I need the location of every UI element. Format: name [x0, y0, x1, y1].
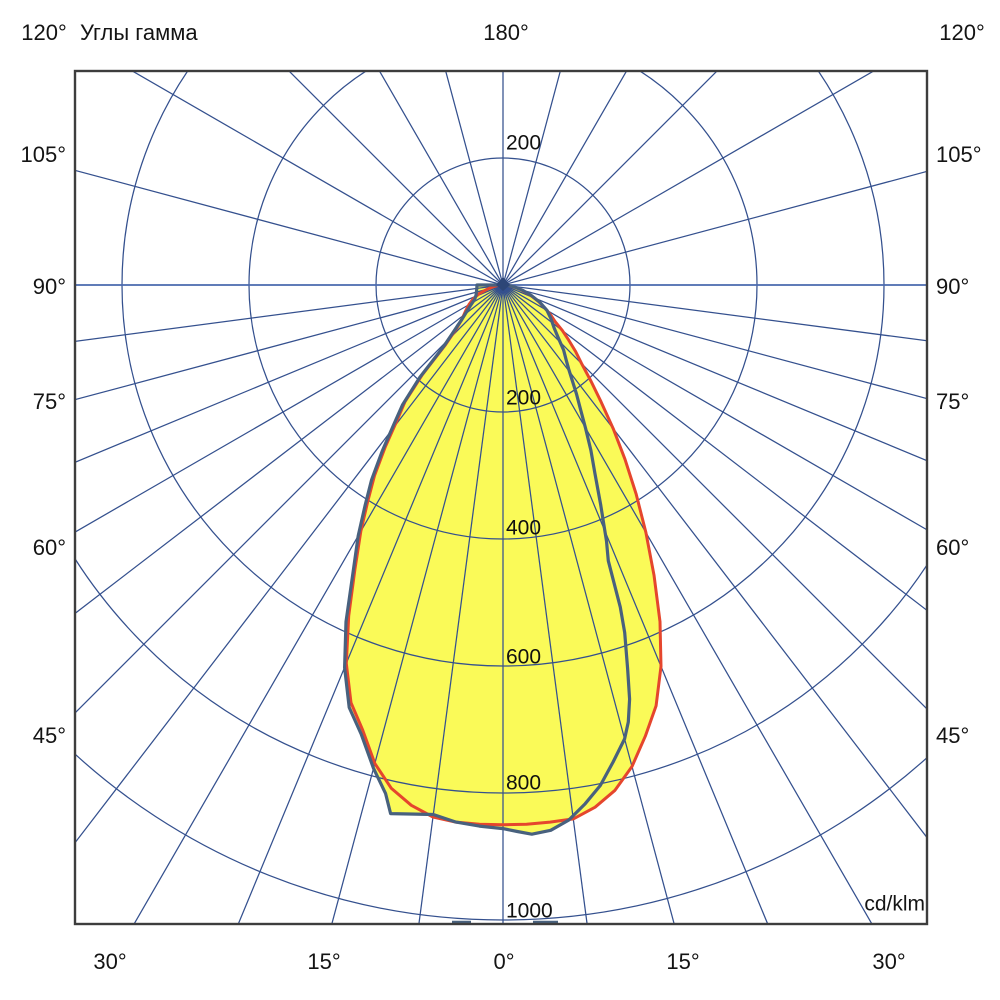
grid-radial-line	[502, 284, 927, 400]
grid-radial-line	[502, 284, 927, 462]
right-angle-label-105: 105°	[936, 142, 982, 167]
unit-label: cd/klm	[864, 892, 925, 916]
ring-label-200: 200	[506, 386, 542, 410]
grid-radial-line	[131, 71, 504, 286]
bottom-angle-label-15-left: 15°	[307, 949, 341, 974]
grid-radial-line	[378, 71, 504, 286]
ring-label-1000: 1000	[506, 899, 553, 923]
corner-angle-label-top-left: 120°	[21, 20, 67, 45]
grid-radial-line	[133, 284, 504, 924]
grid-radial-line	[288, 71, 504, 286]
chart-frame	[73, 69, 929, 926]
right-angle-label-45: 45°	[936, 723, 970, 748]
corner-angle-label-top-right: 120°	[939, 20, 985, 45]
grid-radial-line	[502, 284, 927, 710]
bottom-angle-label-0: 0°	[493, 949, 515, 974]
bottom-angle-label-30-left: 30°	[93, 949, 127, 974]
ring-label-600: 600	[506, 645, 542, 669]
grid-radial-line	[502, 284, 873, 924]
grid-radial-line	[502, 284, 588, 924]
grid-radial-line	[418, 284, 504, 924]
grid-radial-line	[75, 284, 504, 533]
ring-label-400: 400	[506, 516, 542, 540]
right-angle-label-75: 75°	[936, 389, 970, 414]
left-angle-label-105: 105°	[20, 142, 66, 167]
grid-radial-line	[502, 284, 927, 839]
bottom-angle-label-15-right: 15°	[666, 949, 700, 974]
left-angle-label-60: 60°	[32, 535, 66, 560]
right-angle-label-60: 60°	[936, 535, 970, 560]
grid-radial-line	[502, 71, 561, 286]
grid-radial-line	[502, 284, 769, 924]
grid-radial-line	[502, 284, 927, 612]
grid-radial-line	[75, 169, 504, 286]
bottom-angle-label-30-right: 30°	[872, 949, 906, 974]
grid-radial-line	[75, 284, 504, 714]
ring-label-800: 800	[506, 771, 542, 795]
grid-radial-line	[445, 71, 504, 286]
grid-radial-line	[75, 284, 504, 463]
grid-radial-line	[75, 284, 504, 342]
left-angle-label-75: 75°	[32, 389, 66, 414]
chart-title: Углы гамма	[80, 20, 198, 45]
right-angle-label-90: 90°	[936, 274, 970, 299]
grid-radial-line	[75, 284, 504, 401]
grid-radial-line	[75, 284, 504, 615]
grid-radial-line	[502, 284, 927, 531]
grid-radial-line	[75, 284, 504, 844]
ring-label-200-upper: 200	[506, 131, 542, 155]
left-angle-label-90: 90°	[32, 274, 66, 299]
grid-radial-line	[502, 284, 927, 342]
grid-radial-line	[502, 71, 628, 286]
grid-radial-line	[502, 71, 718, 286]
polar-center-knot	[496, 277, 510, 291]
grid-radial-line	[331, 284, 504, 924]
grid-radial-line	[502, 170, 927, 286]
left-angle-label-45: 45°	[32, 723, 66, 748]
curve-C90-C270 plane	[343, 283, 632, 836]
grid-radial-line	[502, 284, 675, 924]
angle-label-180: 180°	[483, 20, 529, 45]
grid-radial-line	[502, 71, 875, 286]
